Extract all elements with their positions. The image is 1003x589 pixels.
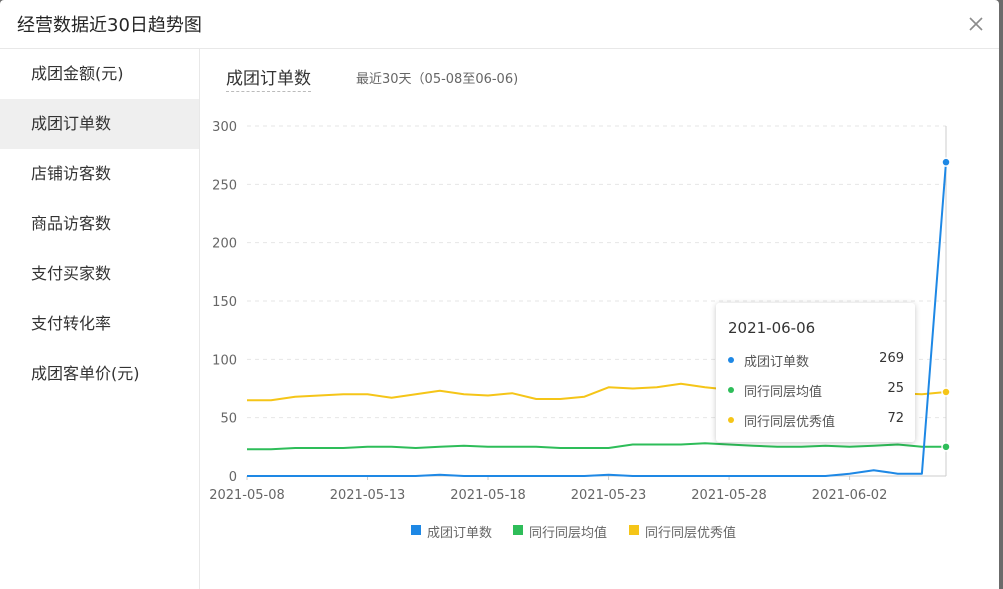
metric-title[interactable]: 成团订单数: [226, 64, 311, 92]
tooltip-row: 同行同层均值 25: [728, 380, 904, 400]
tooltip-series-name: 成团订单数: [744, 355, 810, 370]
close-button[interactable]: [962, 10, 990, 38]
legend-swatch-icon: [629, 525, 639, 535]
series-point: [941, 387, 951, 397]
sidebar-item-group-amount[interactable]: 成团金额(元): [31, 64, 124, 83]
series-line: [247, 442, 946, 451]
sidebar-item-shop-visitors[interactable]: 店铺访客数: [31, 164, 112, 183]
period-label: 最近30天（05-08至06-06): [356, 72, 519, 87]
x-tick-label: 2021-05-13: [330, 488, 406, 503]
y-tick-label: 0: [229, 470, 237, 485]
backdrop-edge: [999, 0, 1003, 589]
tooltip-series-value: 269: [879, 351, 904, 366]
y-tick-label: 300: [212, 120, 237, 135]
legend-swatch-icon: [411, 525, 421, 535]
chart-panel: 成团订单数 最近30天（05-08至06-06) 0 50 100 150 200 250…: [201, 49, 999, 589]
tooltip-date: 2021-06-06: [728, 319, 816, 337]
series-point: [941, 157, 951, 167]
x-tick-label: 2021-05-08: [209, 488, 285, 503]
sidebar-item-paying-buyers[interactable]: 支付买家数: [31, 264, 112, 283]
dialog-header: 经营数据近30日趋势图: [0, 0, 999, 49]
tooltip-series-value: 72: [887, 411, 904, 426]
chart-legend: 成团订单数 同行同层均值 同行同层优秀值: [411, 522, 811, 542]
tooltip-row: 成团订单数 269: [728, 350, 904, 370]
x-tick-label: 2021-06-02: [812, 488, 888, 503]
series-dot-icon: [728, 417, 734, 423]
sidebar-item-product-visitors[interactable]: 商品访客数: [31, 214, 112, 233]
chart-tooltip: 2021-06-06 成团订单数 269 同行同层均值 25 同行同层优秀值 7…: [716, 303, 915, 442]
series-dot-icon: [728, 357, 734, 363]
legend-label: 成团订单数: [427, 526, 493, 541]
tooltip-series-value: 25: [887, 381, 904, 396]
x-tick-label: 2021-05-23: [571, 488, 647, 503]
y-tick-label: 200: [212, 237, 237, 252]
legend-label: 同行同层优秀值: [645, 526, 737, 541]
series-point: [941, 442, 951, 452]
x-tick-label: 2021-05-28: [691, 488, 767, 503]
legend-label: 同行同层均值: [529, 526, 608, 541]
trend-line-chart[interactable]: 0 50 100 150 200 250 300 2021-05-08 2021-05-13 20…: [201, 49, 999, 589]
sidebar-item-conversion-rate[interactable]: 支付转化率: [31, 314, 112, 333]
legend-swatch-icon: [513, 525, 523, 535]
sidebar-item-avg-order-price[interactable]: 成团客单价(元): [31, 364, 140, 383]
tooltip-series-name: 同行同层均值: [744, 385, 823, 400]
series-line: [247, 162, 947, 477]
tooltip-series-name: 同行同层优秀值: [744, 415, 836, 430]
x-tick-label: 2021-05-18: [450, 488, 526, 503]
tooltip-row: 同行同层优秀值 72: [728, 410, 904, 430]
series-dot-icon: [728, 387, 734, 393]
sidebar-item-group-orders[interactable]: 成团订单数: [0, 99, 199, 149]
close-icon: [969, 17, 983, 31]
y-tick-label: 100: [212, 353, 237, 368]
y-tick-label: 50: [220, 412, 237, 427]
y-tick-label: 150: [212, 295, 237, 310]
y-tick-label: 250: [212, 178, 237, 193]
metric-sidebar: 成团金额(元) 成团订单数 店铺访客数 商品访客数 支付买家数 支付转化率 成团…: [0, 49, 200, 589]
dialog-title: 经营数据近30日趋势图: [17, 15, 202, 36]
